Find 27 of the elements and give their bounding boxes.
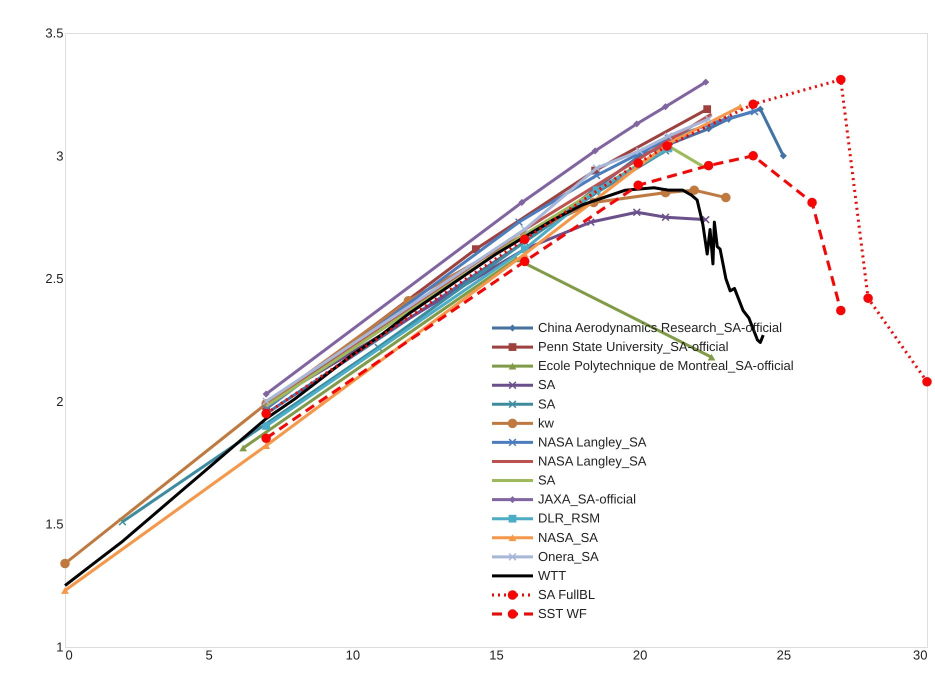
y-tick-label: 2	[56, 394, 64, 409]
x-tick-label: 15	[489, 648, 504, 662]
x-tick-label: 5	[206, 648, 213, 662]
legend-label: DLR_RSM	[538, 510, 600, 526]
legend-label: NASA Langley_SA	[538, 434, 647, 450]
legend-label: SA	[538, 377, 556, 392]
y-tick-label: 1.5	[45, 516, 64, 532]
legend-label: SA	[538, 472, 556, 488]
y-tick-label: 3	[56, 148, 64, 164]
legend-label: kw	[538, 415, 554, 430]
x-tick-label: 10	[346, 648, 360, 662]
legend-label: NASA_SA	[538, 530, 598, 545]
y-tick-label: 3.5	[45, 26, 64, 40]
legend-label: Ecole Polytechnique de Montreal_SA-official	[538, 358, 794, 374]
x-tick-label: 30	[913, 648, 928, 662]
legend-label: JAXA_SA-official	[538, 492, 636, 507]
legend-label: SST WF	[538, 606, 587, 622]
legend-label: SA FullBL	[538, 586, 596, 602]
x-tick-label: 20	[632, 648, 648, 662]
x-tick-label: 0	[66, 648, 73, 662]
legend-label: SA	[538, 396, 556, 412]
legend-label: Onera_SA	[538, 548, 600, 564]
y-tick-label: 2.5	[45, 271, 64, 286]
legend-label: WTT	[538, 568, 566, 583]
legend-label: NASA Langley_SA	[538, 453, 647, 468]
x-tick-label: 25	[776, 648, 792, 662]
y-tick-label: 1	[56, 640, 64, 654]
